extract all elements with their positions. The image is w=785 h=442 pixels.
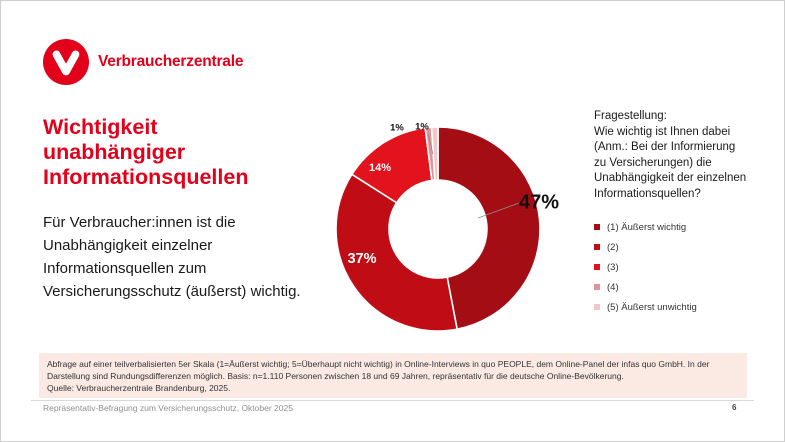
legend-swatch-1 (594, 224, 600, 230)
legend-item-4: (4) (594, 277, 774, 297)
legend-item-3: (3) (594, 257, 774, 277)
legend-swatch-4 (594, 284, 600, 290)
legend-label-5: (5) Äußerst unwichtig (607, 301, 697, 313)
legend-swatch-2 (594, 244, 600, 250)
page-number: 6 (732, 403, 737, 412)
legend-item-5: (5) Äußerst unwichtig (594, 297, 774, 317)
verbraucherzentrale-logo-icon (43, 39, 89, 85)
question-block: Fragestellung: Wie wichtig ist Ihnen dab… (594, 109, 774, 202)
intro-text: Für Verbraucher:innen ist die Unabhängig… (43, 214, 301, 300)
leader-line-1pct (427, 133, 434, 155)
legend-item-1: (1) Äußerst wichtig (594, 217, 774, 237)
chart-legend: (1) Äußerst wichtig (2) (3) (4) (5) Äuße… (594, 217, 774, 317)
legend-label-1: (1) Äußerst wichtig (607, 221, 687, 233)
data-label-37pct: 37% (347, 251, 377, 267)
footer-text: Repräsentativ-Befragung zum Versicherung… (43, 403, 293, 413)
data-label-47pct: 47% (519, 191, 560, 214)
logo-text: Verbraucherzentrale (98, 53, 244, 70)
note-source: Quelle: Verbraucherzentrale Brandenburg,… (47, 383, 231, 393)
donut-slice-2 (335, 173, 458, 332)
donut-chart (326, 116, 556, 346)
methodology-note: Abfrage auf einer teilverbalisierten 5er… (39, 353, 747, 398)
donut-chart-svg (335, 126, 541, 332)
donut-slice-5 (430, 126, 439, 181)
legend-swatch-5 (594, 304, 600, 310)
data-label-1pct-cat5: 1% (415, 121, 429, 133)
question-heading: Fragestellung: (594, 110, 667, 122)
page-title: Wichtigkeit unabhängiger Informationsque… (43, 115, 249, 189)
leader-line-47pct (477, 202, 520, 219)
data-label-1pct-cat4: 1% (390, 122, 404, 134)
footer-divider (31, 400, 754, 401)
legend-swatch-3 (594, 264, 600, 270)
legend-label-4: (4) (607, 281, 619, 293)
legend-item-2: (2) (594, 237, 774, 257)
note-text: Abfrage auf einer teilverbalisierten 5er… (47, 359, 710, 381)
logo: Verbraucherzentrale (43, 39, 243, 85)
data-label-14pct: 14% (368, 162, 392, 174)
question-body: Wie wichtig ist Ihnen dabei (Anm.: Bei d… (594, 125, 747, 200)
legend-label-2: (2) (607, 241, 619, 253)
donut-slice-1 (437, 126, 541, 330)
legend-label-3: (3) (607, 261, 619, 273)
